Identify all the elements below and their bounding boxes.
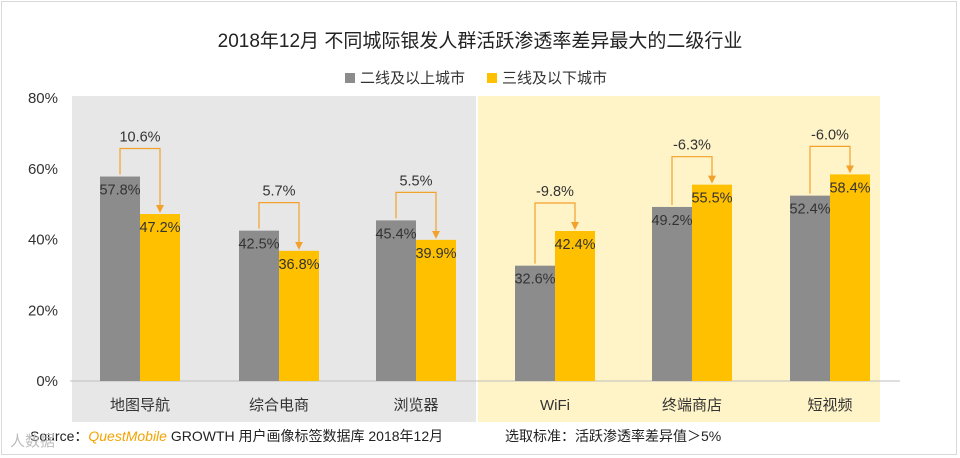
value-label-series1: 57.8% [99,183,140,199]
difference-label: -6.3% [673,138,711,154]
x-category-label: 终端商店 [662,397,722,414]
difference-label: -6.0% [811,127,849,143]
y-tick-label: 20% [28,302,58,319]
difference-label: 10.6% [119,130,160,146]
watermark-text: 人数据 [10,433,55,450]
difference-connector [395,191,440,239]
bar-series1 [652,206,692,381]
chart-footer: Source：QuestMobile GROWTH 用户画像标签数据库 2018… [10,428,721,450]
value-label-series2: 39.9% [415,246,456,262]
difference-connector [534,202,579,264]
bar-series1 [515,265,555,381]
value-label-series2: 36.8% [278,257,319,273]
bar-series2 [279,250,319,381]
value-label-series1: 32.6% [514,272,555,288]
value-label-series1: 49.2% [651,213,692,229]
difference-label: -9.8% [536,184,574,200]
legend-label-1: 二线及以上城市 [360,70,465,87]
bar-series2 [140,214,180,381]
bar-layer [100,174,870,381]
source-detail: GROWTH 用户画像标签数据库 2018年12月 [167,428,443,444]
y-tick-label: 60% [28,161,58,178]
group-background-layer [72,96,880,422]
selection-criteria: 选取标准：活跃渗透率差异值＞5% [505,428,721,444]
difference-connector-layer [119,145,854,264]
difference-connector [671,156,716,205]
value-label-layer: 57.8% 47.2% 10.6% 42.5% 36.8% 5.7% 45.4% 39.9% 5… [99,127,870,287]
y-tick-label: 40% [28,232,58,249]
source-prefix: Source： [30,428,88,444]
chart-legend: 二线及以上城市 三线及以下城市 [345,70,607,87]
value-label-series2: 47.2% [139,220,180,236]
bar-series2 [555,231,595,381]
y-tick-label: 0% [36,373,58,390]
value-label-series1: 52.4% [789,202,830,218]
y-tick-label: 80% [28,90,58,107]
value-label-series2: 42.4% [554,237,595,253]
x-category-label: 综合电商 [249,397,309,414]
bar-series1 [100,176,140,381]
bar-series2 [416,239,456,381]
difference-connector [119,147,164,214]
chart-title: 2018年12月 不同城际银发人群活跃渗透率差异最大的二级行业 [218,30,743,52]
x-category-label: 浏览器 [393,397,438,414]
x-category-label: 地图导航 [110,397,170,414]
x-category-label: 短视频 [807,397,852,414]
x-category-label: WiFi [540,397,570,414]
bar-series1 [376,220,416,381]
value-label-series2: 58.4% [829,180,870,196]
value-label-series2: 55.5% [691,191,732,207]
value-label-series1: 45.4% [375,226,416,242]
difference-label: 5.5% [399,173,432,189]
bar-series1 [239,230,279,381]
bar-series1 [790,195,830,381]
x-axis: 地图导航 综合电商 浏览器 WiFi 终端商店 短视频 [70,380,900,414]
svg-text:Source：QuestMobile GROWTH 用户画像: Source：QuestMobile GROWTH 用户画像标签数据库 2018… [30,428,443,444]
legend-swatch-2 [487,73,497,83]
value-label-series1: 42.5% [238,237,279,253]
y-axis: 0% 20% 40% 60% 80% [28,90,58,390]
difference-label: 5.7% [262,184,295,200]
difference-connector [258,202,303,250]
legend-label-2: 三线及以下城市 [502,70,607,87]
difference-connector [809,145,854,194]
bar-series2 [830,174,870,381]
legend-swatch-1 [345,73,355,83]
source-brand: QuestMobile [88,428,167,444]
bar-series2 [692,184,732,381]
